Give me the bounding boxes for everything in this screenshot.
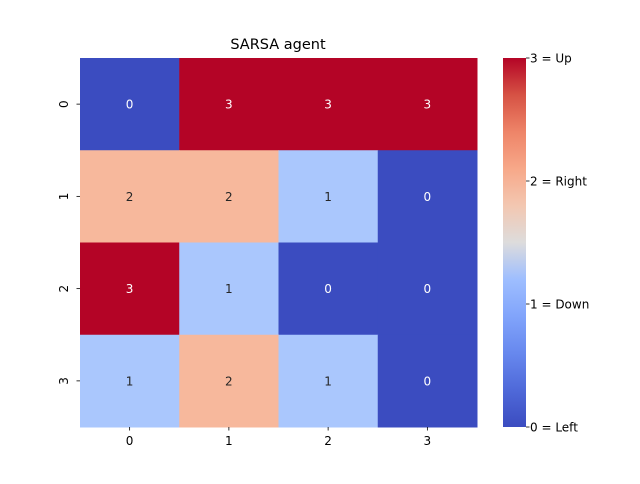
heatmap-cell bbox=[377, 150, 478, 243]
cell-value-label: 1 bbox=[225, 282, 233, 296]
cell-value-label: 1 bbox=[324, 374, 332, 388]
cell-value-label: 3 bbox=[225, 98, 233, 112]
heatmap-cell bbox=[278, 242, 379, 336]
cell-value-label: 2 bbox=[225, 374, 233, 388]
heatmap-cell bbox=[278, 58, 379, 151]
heatmap-cell bbox=[278, 334, 379, 428]
chart-title: SARSA agent bbox=[230, 37, 326, 53]
cell-value-label: 0 bbox=[424, 282, 432, 296]
heatmap-cell bbox=[80, 334, 180, 428]
y-tick-label: 3 bbox=[57, 377, 71, 385]
colorbar-tick-label: 2 = Right bbox=[530, 175, 587, 189]
cell-value-label: 1 bbox=[324, 190, 332, 204]
heatmap-cells bbox=[80, 58, 478, 428]
x-tick-label: 2 bbox=[324, 434, 332, 448]
cell-value-label: 0 bbox=[424, 190, 432, 204]
heatmap-cell bbox=[377, 242, 478, 336]
cell-value-label: 3 bbox=[126, 282, 134, 296]
x-tick-label: 3 bbox=[424, 434, 432, 448]
heatmap-cell bbox=[80, 242, 180, 336]
cell-value-label: 3 bbox=[324, 98, 332, 112]
colorbar-gradient bbox=[503, 58, 526, 427]
colorbar-tick-label: 1 = Down bbox=[530, 298, 589, 312]
heatmap-cell bbox=[179, 334, 279, 428]
colorbar-tick-label: 3 = Up bbox=[530, 52, 572, 66]
x-tick-label: 1 bbox=[225, 434, 233, 448]
heatmap-cell bbox=[80, 150, 180, 243]
heatmap-cell bbox=[179, 58, 279, 151]
colorbar-tick-label: 0 = Left bbox=[530, 421, 578, 435]
heatmap-cell bbox=[80, 58, 180, 151]
cell-value-label: 1 bbox=[126, 374, 134, 388]
heatmap-cell bbox=[179, 242, 279, 336]
cell-value-label: 2 bbox=[126, 190, 134, 204]
heatmap-cell bbox=[278, 150, 379, 243]
y-tick-label: 2 bbox=[57, 285, 71, 293]
heatmap-cell-labels: 0 3 3 3 2 2 1 0 3 1 0 0 1 2 1 0 bbox=[126, 98, 431, 389]
cell-value-label: 0 bbox=[324, 282, 332, 296]
y-tick-label: 1 bbox=[57, 193, 71, 201]
heatmap-cell bbox=[377, 334, 478, 428]
cell-value-label: 0 bbox=[126, 98, 134, 112]
x-axis: 0 1 2 3 bbox=[126, 427, 431, 448]
y-tick-label: 0 bbox=[57, 100, 71, 108]
y-axis: 0 1 2 3 bbox=[57, 100, 80, 385]
x-tick-label: 0 bbox=[126, 434, 134, 448]
cell-value-label: 0 bbox=[424, 374, 432, 388]
cell-value-label: 3 bbox=[424, 98, 432, 112]
heatmap-cell bbox=[179, 150, 279, 243]
cell-value-label: 2 bbox=[225, 190, 233, 204]
heatmap-cell bbox=[377, 58, 478, 151]
colorbar: 0 = Left 1 = Down 2 = Right 3 = Up bbox=[503, 52, 589, 435]
